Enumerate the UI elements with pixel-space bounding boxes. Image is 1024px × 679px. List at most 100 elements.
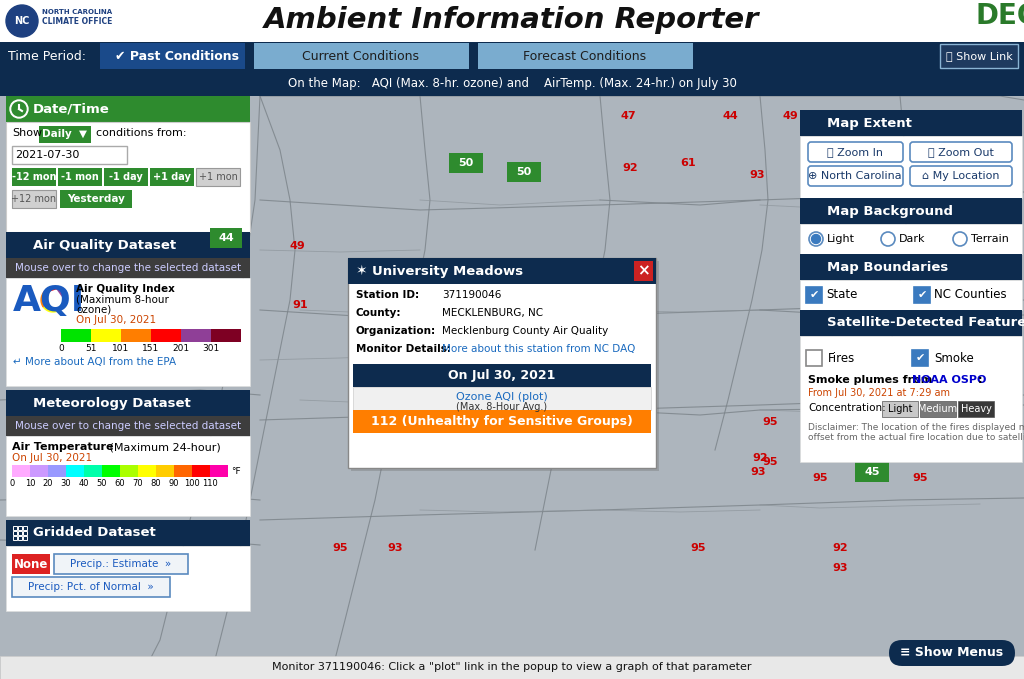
Text: Smoke: Smoke [934,352,974,365]
Text: 93: 93 [387,353,402,363]
Polygon shape [43,288,56,293]
Bar [353,410,651,433]
Bar [151,329,181,342]
Text: 95: 95 [912,473,928,483]
Text: 45: 45 [864,467,880,477]
Text: 108: 108 [441,331,465,341]
Text: NC Counties: NC Counties [934,289,1007,301]
Bar [940,44,1018,68]
Text: 95: 95 [762,457,778,467]
Text: Disclaimer: The location of the fires displayed may be slightly
offset from the : Disclaimer: The location of the fires di… [808,423,1024,443]
Text: 60: 60 [115,479,125,488]
Text: MECKLENBURG, NC: MECKLENBURG, NC [442,308,543,318]
Bar [6,416,250,436]
Text: ⌂ My Location: ⌂ My Location [923,171,999,181]
Bar [196,168,240,186]
Bar [201,228,234,248]
Text: 92: 92 [623,163,638,173]
Bar [800,198,1022,224]
Text: State: State [826,289,857,301]
Bar [348,258,656,284]
Bar [138,465,156,477]
Bar [104,168,148,186]
Text: 108: 108 [441,327,465,337]
Text: Daily  ▼: Daily ▼ [43,129,87,139]
Bar [507,162,541,182]
Text: ≡ Show Menus: ≡ Show Menus [900,646,1004,659]
Bar [800,336,1022,462]
Text: 93: 93 [833,563,848,573]
Text: ozone): ozone) [76,304,112,314]
Text: 0: 0 [9,479,14,488]
Text: 92: 92 [833,433,848,443]
Bar [12,168,56,186]
Text: Ozone AQI (plot): Ozone AQI (plot) [456,392,548,402]
Bar [30,465,48,477]
Bar [800,136,1022,198]
Bar [60,190,132,208]
Bar [54,554,188,574]
Bar [210,465,228,477]
Text: Monitor Details:: Monitor Details: [356,344,451,354]
Bar [0,0,1024,42]
Text: Show: Show [12,128,42,138]
Text: 201: 201 [172,344,189,353]
Text: 44: 44 [210,233,226,243]
FancyBboxPatch shape [808,166,903,186]
Text: 49: 49 [782,111,798,121]
Bar [882,401,918,417]
Circle shape [10,100,28,118]
Text: +12 mon: +12 mon [11,194,56,204]
Text: 112: 112 [476,311,500,321]
Text: 95: 95 [762,417,778,427]
Bar [39,126,91,143]
Circle shape [881,232,895,246]
Text: ×: × [637,263,649,278]
Bar [449,153,483,173]
Text: +1 day: +1 day [153,172,190,182]
Bar [0,42,1024,70]
Text: Medium: Medium [919,404,957,414]
Bar [806,287,822,303]
Bar [13,536,17,540]
Text: ⊕ North Carolina: ⊕ North Carolina [808,171,902,181]
Text: -1 mon: -1 mon [61,172,99,182]
Bar [348,258,656,468]
Bar [855,462,889,482]
Text: 95: 95 [690,543,706,553]
Text: On Jul 30, 2021: On Jul 30, 2021 [12,453,92,463]
Bar [6,390,250,416]
Text: Light: Light [888,404,912,414]
Text: 80: 80 [151,479,162,488]
Bar [958,401,994,417]
Text: Map Extent: Map Extent [827,117,912,130]
Text: Light: Light [827,234,855,244]
Text: 50: 50 [96,479,108,488]
Text: ✔: ✔ [915,353,925,363]
Text: Gridded Dataset: Gridded Dataset [33,526,156,540]
Text: 40: 40 [630,327,646,337]
Text: Current Conditions: Current Conditions [302,50,420,62]
Text: ✔ Past Conditions: ✔ Past Conditions [115,50,239,62]
Text: Mouse over to change the selected dataset: Mouse over to change the selected datase… [15,421,241,431]
Text: More about this station from NC DAQ: More about this station from NC DAQ [442,344,635,354]
Text: 112 (Unhealthy for Sensitive Groups): 112 (Unhealthy for Sensitive Groups) [371,414,633,428]
Bar [955,0,1024,42]
Bar [156,465,174,477]
Polygon shape [56,300,65,312]
Bar [800,310,1022,336]
Bar [6,436,250,516]
Text: ↵ More about AQI from the EPA: ↵ More about AQI from the EPA [13,357,176,367]
Bar [12,146,127,164]
Text: 44: 44 [722,111,738,121]
Text: University Meadows: University Meadows [372,265,523,278]
Text: -1 day: -1 day [110,172,143,182]
Text: On Jul 30, 2021: On Jul 30, 2021 [449,369,556,382]
Text: Map Background: Map Background [827,204,953,217]
Bar [210,228,242,248]
Text: 49: 49 [289,241,305,251]
Bar [6,520,250,546]
Text: Smoke plumes from: Smoke plumes from [808,375,936,385]
Bar [6,96,250,122]
Bar [18,531,22,535]
